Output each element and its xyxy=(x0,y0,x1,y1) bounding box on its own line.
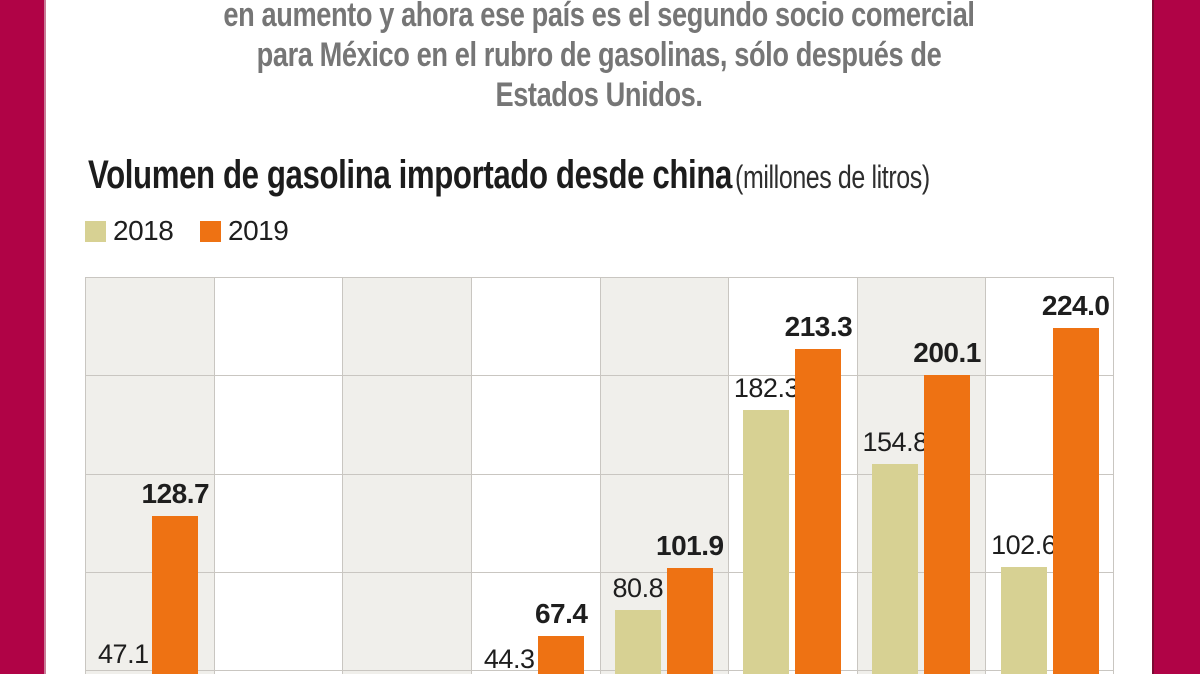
intro-line-3: Estados Unidos. xyxy=(495,76,703,114)
legend-label-2019: 2019 xyxy=(228,215,289,246)
bar-2018-col6 xyxy=(743,410,790,674)
vertical-gridline xyxy=(728,277,730,674)
intro-line-2: para México en el rubro de gasolinas, só… xyxy=(256,36,942,74)
legend-label-2018: 2018 xyxy=(113,215,174,246)
bar-value-label-2019-col8: 224.0 xyxy=(1041,290,1110,322)
bar-2019-col8 xyxy=(1052,328,1099,674)
bar-2019-col6 xyxy=(795,349,842,674)
bar-value-label-2019-col6: 213.3 xyxy=(784,311,853,343)
right-frame-edge-shadow xyxy=(1152,0,1154,674)
vertical-gridline xyxy=(85,277,86,674)
vertical-gridline xyxy=(599,277,601,674)
plot-column-3 xyxy=(342,277,471,674)
bar-2019-col5 xyxy=(666,568,713,674)
vertical-gridline xyxy=(470,277,472,674)
bar-value-label-2019-col5: 101.9 xyxy=(656,530,724,562)
bar-2019-col4 xyxy=(538,636,585,674)
bar-value-label-2019-col7: 200.1 xyxy=(913,337,981,369)
vertical-gridline xyxy=(213,277,215,674)
chart-title-unit: (millones de litros) xyxy=(735,159,930,195)
intro-line-1: en aumento y ahora ese país es el segund… xyxy=(223,0,975,34)
bar-value-label-2019-col1: 128.7 xyxy=(141,477,210,509)
legend-swatch-2019 xyxy=(200,220,221,242)
legend-swatch-2018 xyxy=(85,220,106,242)
plot-column-4 xyxy=(470,277,600,674)
bar-2018-col8 xyxy=(1000,566,1047,674)
chart-title-text: Volumen de gasolina importado desde chin… xyxy=(88,153,732,197)
vertical-gridline xyxy=(985,277,987,674)
bar-2019-col7 xyxy=(924,375,971,674)
vertical-gridline xyxy=(1113,277,1114,674)
vertical-gridline xyxy=(856,277,858,674)
bar-value-label-2018-col1: 47.1 xyxy=(98,638,149,669)
legend-item-2019: 2019 xyxy=(200,215,289,246)
bar-2018-col7 xyxy=(872,464,919,674)
left-frame-border xyxy=(0,0,46,674)
bar-chart: 47.1 128.7 44.3 67.4 80.8 101.9 182.3 213.3 154.… xyxy=(85,276,1114,674)
right-frame-border xyxy=(1152,0,1200,674)
bar-value-label-2018-col8: 102.6 xyxy=(991,529,1057,560)
bar-2018-col5 xyxy=(614,609,661,674)
vertical-gridline xyxy=(342,277,344,674)
bar-value-label-2018-col5: 80.8 xyxy=(612,572,664,603)
bar-value-label-2018-col6: 182.3 xyxy=(733,373,800,404)
chart-title: Volumen de gasolina importado desde chin… xyxy=(88,153,930,198)
left-frame-edge-highlight xyxy=(44,0,46,674)
legend-item-2018: 2018 xyxy=(85,215,174,246)
intro-paragraph: en aumento y ahora ese país es el segund… xyxy=(157,0,1042,115)
bar-value-label-2018-col4: 44.3 xyxy=(483,644,535,674)
plot-column-2 xyxy=(213,277,343,674)
bar-value-label-2018-col7: 154.8 xyxy=(862,427,929,458)
bar-value-label-2019-col4: 67.4 xyxy=(534,598,588,630)
bar-2019-col1 xyxy=(152,515,199,674)
